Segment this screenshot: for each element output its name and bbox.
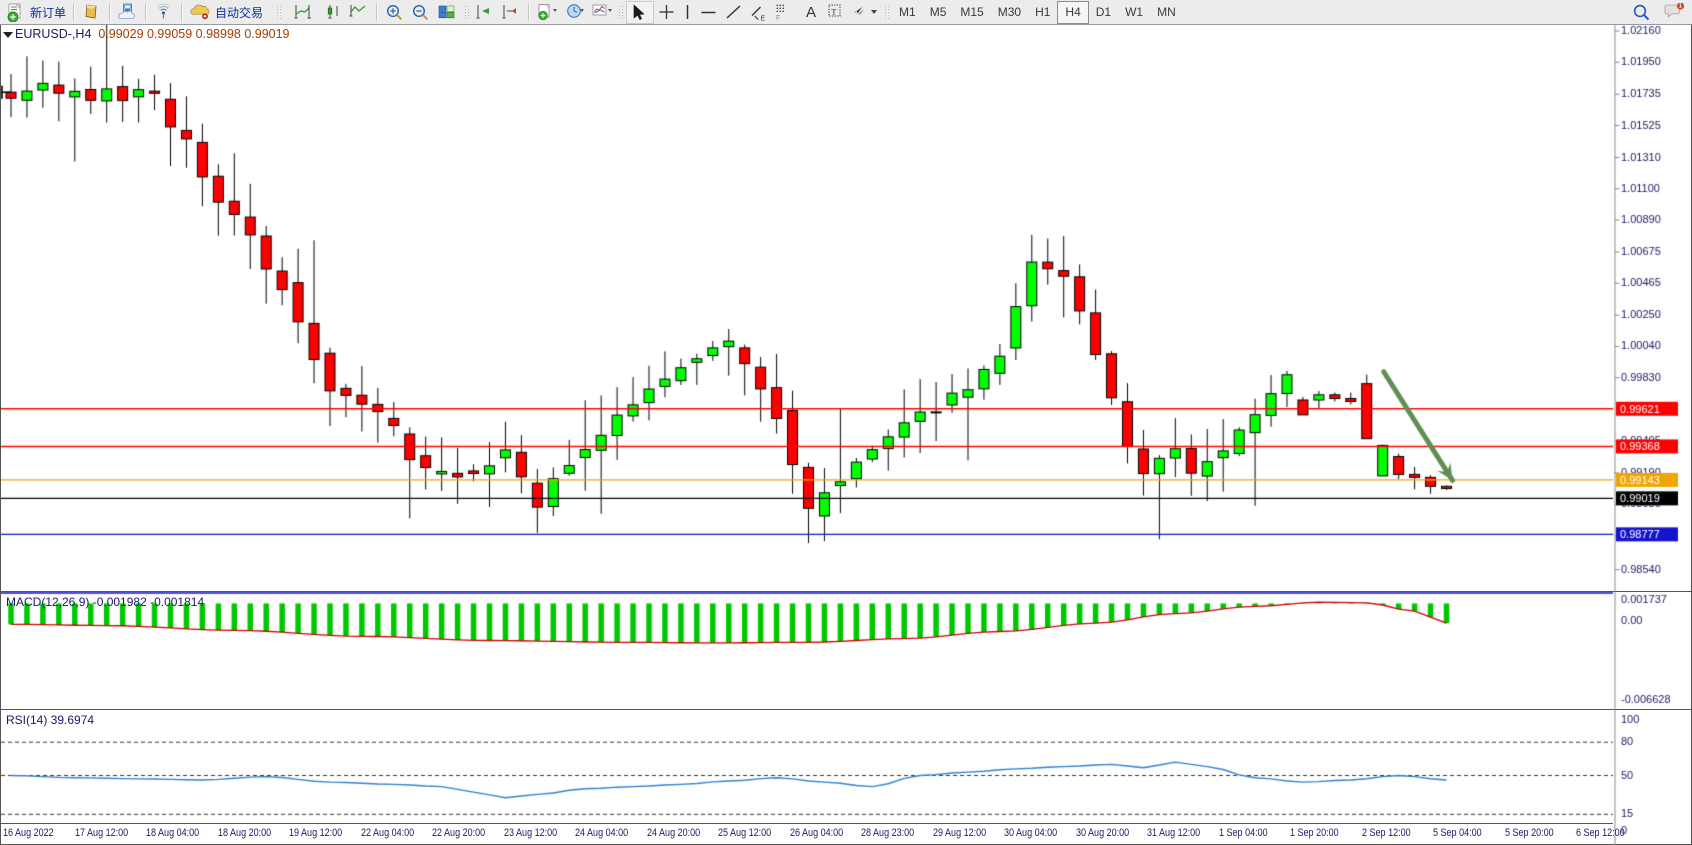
svg-text:T: T bbox=[831, 6, 837, 16]
svg-text:F: F bbox=[776, 15, 780, 22]
svg-text:E: E bbox=[761, 15, 766, 22]
svg-text:1: 1 bbox=[1679, 3, 1682, 9]
